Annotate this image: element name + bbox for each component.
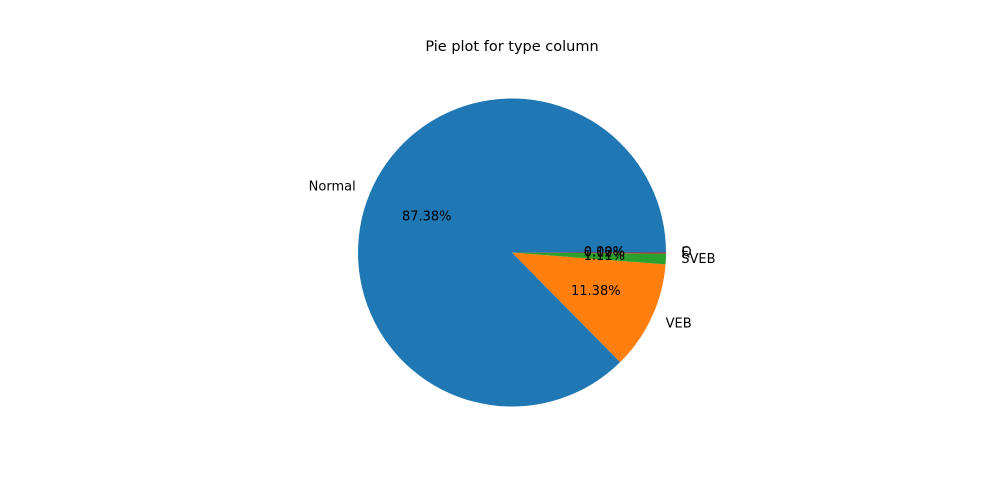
pie-label-sveb: SVEB bbox=[681, 252, 715, 267]
pie-slice-f bbox=[512, 252, 666, 254]
chart-title: Pie plot for type column bbox=[425, 39, 598, 55]
pie-labels: Normal 87.38% VEB 11.38% SVEB 1.11% F 0.12% Q 0.0… bbox=[309, 180, 716, 332]
pie-slice-normal bbox=[357, 98, 666, 407]
pie-percent-normal: 87.38% bbox=[402, 209, 452, 224]
pie-label-veb: VEB bbox=[666, 316, 692, 331]
pie-label-q: Q bbox=[681, 245, 691, 260]
pie-label-normal: Normal bbox=[309, 180, 356, 195]
pie-percent-f: 0.12% bbox=[584, 245, 625, 260]
pie-slices bbox=[357, 98, 666, 407]
pie-percent-q: 0.00% bbox=[584, 245, 625, 260]
pie-percent-sveb: 1.11% bbox=[584, 249, 625, 264]
pie-label-f: F bbox=[681, 246, 688, 261]
pie-percent-veb: 11.38% bbox=[571, 284, 621, 299]
pie-slice-sveb bbox=[512, 252, 666, 265]
pie-slice-veb bbox=[512, 252, 666, 363]
